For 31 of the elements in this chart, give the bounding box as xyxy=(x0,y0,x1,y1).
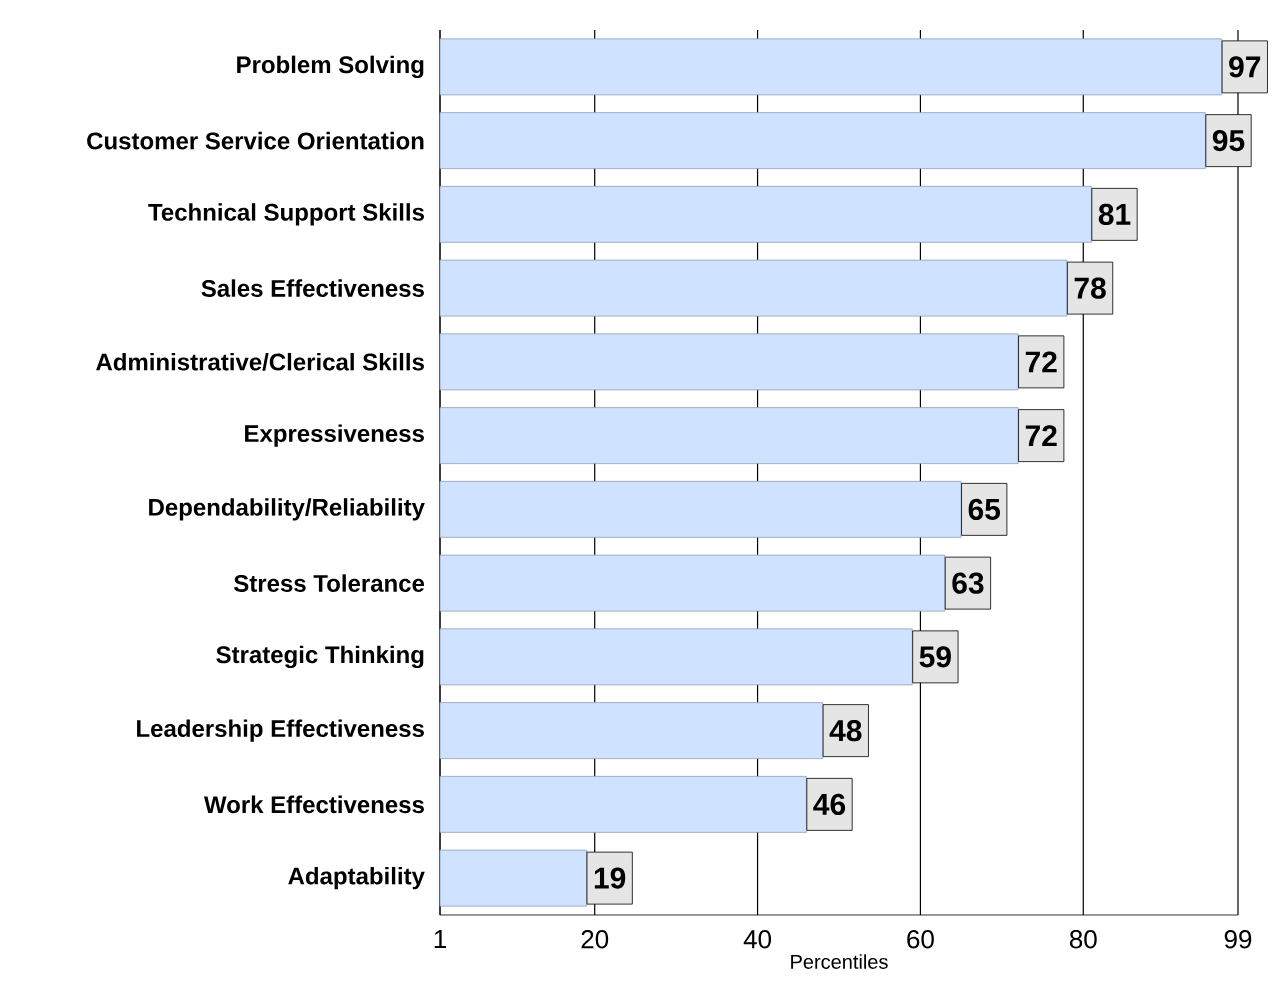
y-tick-label: Adaptability xyxy=(288,866,425,890)
y-tick-label: Technical Support Skills xyxy=(148,203,424,226)
data-label: 65 xyxy=(968,498,1001,520)
y-tick-label: Dependability/Reliability xyxy=(149,498,425,521)
y-tick-label: Strategic Thinking xyxy=(216,645,424,669)
data-label: 78 xyxy=(1074,277,1106,299)
x-tick-label: 60 xyxy=(907,930,934,949)
x-tick-label: 1 xyxy=(434,930,446,948)
y-tick-label: Expressiveness xyxy=(245,424,424,447)
y-tick-label: Sales Effectiveness xyxy=(201,279,424,297)
data-label: 72 xyxy=(1025,351,1057,373)
data-label: 72 xyxy=(1025,425,1057,447)
data-label: 48 xyxy=(829,719,862,742)
data-label: 63 xyxy=(952,572,984,594)
data-label: 95 xyxy=(1212,129,1245,152)
y-tick-label: Administrative/Clerical Skills xyxy=(96,352,424,371)
y-tick-label: Customer Service Orientation xyxy=(87,131,424,150)
data-label: 81 xyxy=(1098,203,1131,225)
data-label: 59 xyxy=(919,646,951,668)
x-tick-label: 20 xyxy=(581,930,609,949)
y-tick-label: Leadership Effectiveness xyxy=(137,719,424,742)
y-tick-label: Stress Tolerance xyxy=(233,574,425,592)
y-tick-label: Problem Solving xyxy=(237,55,424,79)
x-axis-title: Percentiles xyxy=(791,954,888,969)
y-tick-label: Work Effectiveness xyxy=(203,795,424,814)
x-tick-label: 80 xyxy=(1069,930,1097,949)
x-tick-label: 99 xyxy=(1224,930,1252,949)
data-label: 46 xyxy=(813,793,846,815)
data-label: 97 xyxy=(1229,56,1261,78)
x-tick-label: 40 xyxy=(743,930,772,949)
data-label: 19 xyxy=(594,867,626,889)
